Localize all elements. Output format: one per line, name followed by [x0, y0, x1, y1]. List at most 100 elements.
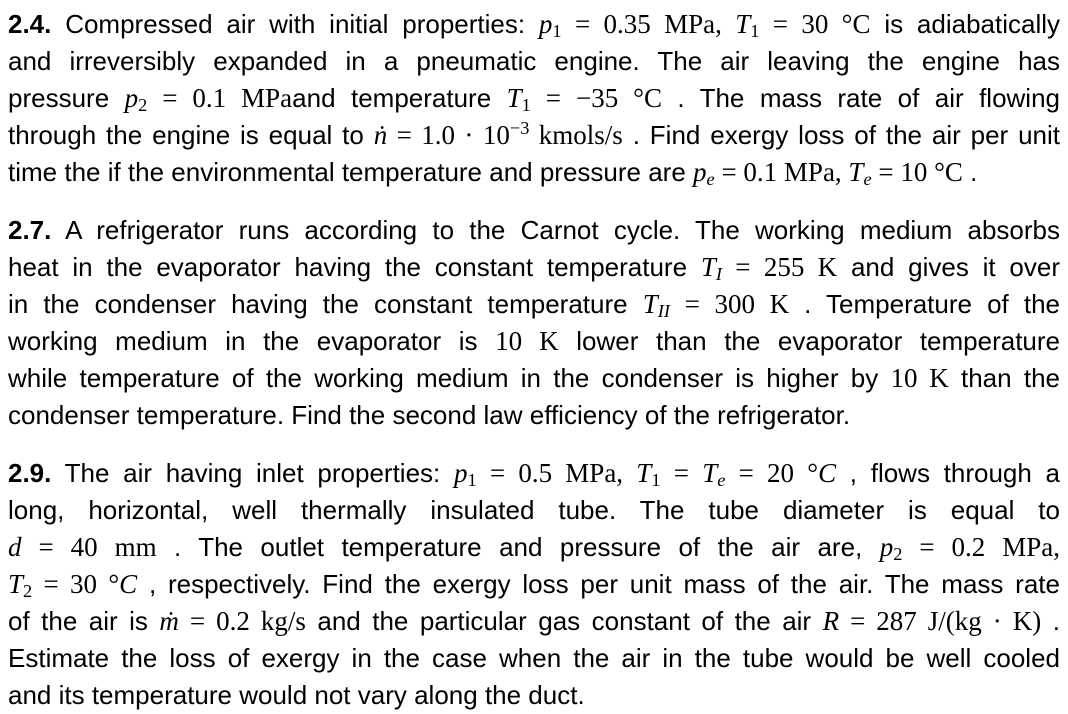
math-subscript: e — [717, 470, 725, 490]
text-line: 2.7. A refrigerator runs according to th… — [8, 212, 1060, 249]
math-variable: T — [848, 157, 864, 187]
math-subscript: 2 — [138, 95, 148, 116]
math-variable: p — [693, 157, 707, 187]
text-line: and its temperature would not vary along… — [8, 677, 1060, 714]
text-line: condenser temperature. Find the second l… — [8, 397, 1060, 434]
math-run: 10 K — [495, 326, 559, 356]
math-variable: T — [700, 252, 716, 282]
text-run: than the — [948, 363, 1060, 393]
text-run: long, horizontal, well thermally insulat… — [8, 495, 1060, 525]
math-variable: T — [642, 289, 658, 319]
text-run: is adiabatically — [870, 9, 1060, 39]
text-run: and temperature — [292, 83, 507, 113]
text-run: lower than the evaporator temperature — [558, 326, 1060, 356]
math-run: T2 = 30 °C — [8, 569, 138, 602]
text-run: , flows through a — [836, 458, 1060, 488]
math-subscript: I — [716, 264, 722, 284]
text-run: . Find exergy loss of the air per unit — [622, 120, 1061, 150]
text-line: time the if the environmental temperatur… — [8, 154, 1060, 191]
math-variable: ṁ — [159, 606, 179, 636]
text-run: working medium in the evaporator is — [8, 326, 496, 356]
math-variable: I — [715, 264, 722, 285]
math-run: TII = 300 K — [642, 289, 790, 322]
text-run: heat in the evaporator having the consta… — [8, 252, 701, 282]
math-run: 10 K — [890, 363, 949, 393]
math-subscript: 1 — [750, 21, 760, 42]
math-variable: e — [717, 470, 726, 491]
problem-2-7: 2.7. A refrigerator runs according to th… — [8, 212, 1060, 434]
text-run: Estimate the loss of exergy in the case … — [8, 643, 1060, 673]
math-run: R = 287 J/(kg · K) — [822, 606, 1042, 636]
problem-2-4: 2.4. Compressed air with initial propert… — [8, 6, 1060, 191]
text-run: Compressed air with initial properties: — [51, 9, 539, 39]
text-run: . The mass rate of air flowing — [661, 83, 1060, 113]
text-line: T2 = 30 °C , respectively. Find the exer… — [8, 566, 1060, 603]
math-variable: T — [8, 569, 24, 599]
text-run: . Temperature of the — [789, 289, 1061, 319]
text-line: working medium in the evaporator is 10 K… — [8, 323, 1060, 360]
math-subscript: 1 — [521, 95, 531, 116]
math-subscript: e — [863, 169, 871, 189]
math-run: ṅ = 1.0 · 10−3 kmols/s — [373, 117, 623, 150]
problem-number: 2.4. — [8, 9, 52, 39]
text-line: while temperature of the working medium … — [8, 360, 1060, 397]
text-line: through the engine is equal to ṅ = 1.0 ·… — [8, 117, 1060, 154]
math-subscript: 1 — [552, 21, 562, 42]
problem-number: 2.9. — [8, 458, 52, 488]
text-run: A refrigerator runs according to the Car… — [51, 215, 1060, 245]
math-variable: T — [506, 83, 522, 113]
math-variable: T — [735, 9, 751, 39]
math-subscript: 1 — [467, 470, 477, 491]
text-line: pressure p2 = 0.1 MPaand temperature T1 … — [8, 80, 1060, 117]
math-variable: p — [124, 83, 139, 113]
text-line: 2.4. Compressed air with initial propert… — [8, 6, 1060, 43]
math-run: p1 = 0.35 MPa, T1 = 30 °C — [538, 9, 871, 42]
text-run: condenser temperature. Find the second l… — [8, 400, 851, 430]
text-line: in the condenser having the constant tem… — [8, 286, 1060, 323]
text-run: . The outlet temperature and pressure of… — [156, 532, 880, 562]
text-run: through the engine is equal to — [8, 120, 374, 150]
math-variable: ṅ — [373, 120, 388, 150]
math-variable: p — [879, 532, 894, 562]
math-variable: d — [8, 532, 22, 562]
text-run: and irreversibly expanded in a pneumatic… — [8, 46, 1060, 76]
text-line: d = 40 mm . The outlet temperature and p… — [8, 529, 1060, 566]
math-run: ṁ = 0.2 kg/s — [159, 606, 306, 636]
math-run: T1 = −35 °C — [506, 83, 662, 116]
math-subscript: II — [658, 301, 670, 321]
math-variable: T — [636, 458, 652, 488]
math-subscript: 1 — [651, 470, 661, 491]
text-run: in the condenser having the constant tem… — [8, 289, 643, 319]
problem-2-9: 2.9. The air having inlet properties: p1… — [8, 455, 1060, 714]
math-subscript: e — [707, 169, 715, 189]
math-variable: p — [538, 9, 553, 39]
text-line: and irreversibly expanded in a pneumatic… — [8, 43, 1060, 80]
math-run: p2 = 0.1 MPa — [124, 83, 293, 116]
math-run: d = 40 mm — [8, 532, 157, 562]
text-run: and its temperature would not vary along… — [8, 680, 585, 710]
text-run: while temperature of the working medium … — [8, 363, 891, 393]
math-superscript: −3 — [509, 117, 530, 138]
text-run: . — [1041, 606, 1060, 636]
math-variable: p — [453, 458, 468, 488]
text-run: The air having inlet properties: — [51, 458, 454, 488]
math-variable: C — [818, 458, 837, 488]
text-run: time the if the environmental temperatur… — [8, 157, 694, 187]
text-run: and the particular gas constant of the a… — [305, 606, 823, 636]
math-run: pe = 0.1 MPa, Te = 10 °C — [693, 157, 963, 190]
math-variable: T — [702, 458, 718, 488]
text-line: 2.9. The air having inlet properties: p1… — [8, 455, 1060, 492]
problem-number: 2.7. — [8, 215, 52, 245]
text-run: and gives it over — [837, 252, 1060, 282]
math-variable: II — [657, 301, 670, 322]
math-run: p1 = 0.5 MPa, T1 = Te = 20 °C — [453, 458, 837, 491]
text-run: pressure — [8, 83, 125, 113]
math-subscript: 2 — [23, 581, 33, 602]
text-run: . — [962, 157, 978, 187]
math-variable: e — [863, 169, 872, 190]
math-run: TI = 255 K — [700, 252, 838, 285]
text-line: long, horizontal, well thermally insulat… — [8, 492, 1060, 529]
math-run: p2 = 0.2 MPa, — [879, 532, 1060, 565]
math-variable: e — [706, 169, 715, 190]
